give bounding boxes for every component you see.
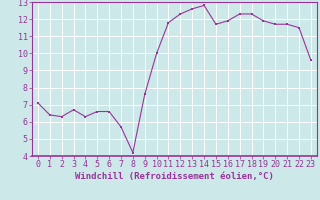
X-axis label: Windchill (Refroidissement éolien,°C): Windchill (Refroidissement éolien,°C) xyxy=(75,172,274,181)
